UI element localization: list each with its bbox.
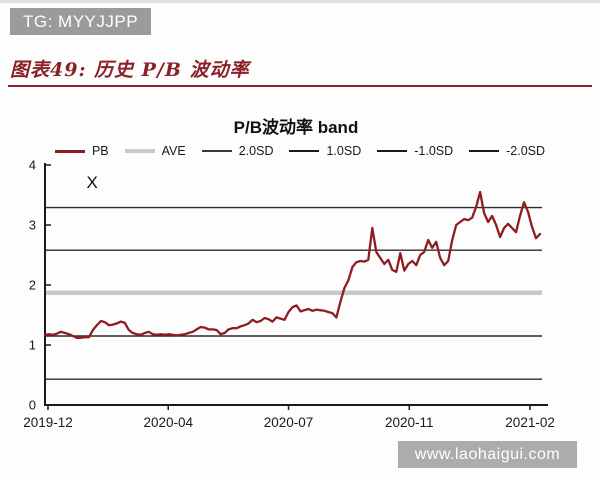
legend-item--2.0sd: -2.0SD [469,144,545,158]
telegram-watermark-badge: TG: MYYJJPP [10,8,152,35]
x-tick-label: 2021-02 [505,415,555,430]
legend-label: AVE [161,144,186,158]
chart-legend: PB AVE 2.0SD 1.0SD -1.0SD -2.0SD [0,142,600,160]
y-tick-label: 4 [29,160,36,173]
legend-swatch-1.0sd [289,150,320,152]
pb-line [43,190,542,339]
legend-item--1.0sd: -1.0SD [377,144,453,158]
legend-item-ave: AVE [124,144,186,158]
page-top-divider [0,0,600,3]
website-watermark-badge: www.laohaigui.com [398,441,577,468]
legend-swatch-ave [124,149,155,153]
legend-swatch--1.0sd [377,150,408,152]
legend-label: 1.0SD [326,144,362,158]
y-tick-label: 2 [29,278,36,293]
legend-swatch-2.0sd [201,150,232,152]
x-tick-label: 2019-12 [23,415,73,430]
chart-title: P/B波动率 band [233,118,359,137]
legend-swatch-pb [54,149,85,153]
legend-swatch--2.0sd [469,150,500,152]
legend-label: -1.0SD [414,144,454,158]
legend-label: 2.0SD [238,144,274,158]
x-annotation: X [87,173,98,192]
legend-item-2.0sd: 2.0SD [201,144,274,158]
legend-label: PB [91,144,109,158]
x-tick-label: 2020-07 [264,415,314,430]
x-tick-label: 2020-04 [143,415,193,430]
legend-item-1.0sd: 1.0SD [289,144,361,158]
x-tick-label: 2020-11 [385,415,434,430]
legend-label: -2.0SD [506,144,546,158]
y-tick-label: 1 [29,338,36,353]
y-tick-label: 0 [29,398,36,413]
caption-divider-rule [8,85,592,87]
pb-band-chart: 0 1 2 3 4 2019-12 2020-04 2020-07 2020-11 2021-02… [23,160,555,430]
figure-caption: 图表49: 历史 P/B 波动率 [10,59,250,81]
y-tick-label: 3 [29,218,36,233]
legend-item-pb: PB [54,144,109,158]
